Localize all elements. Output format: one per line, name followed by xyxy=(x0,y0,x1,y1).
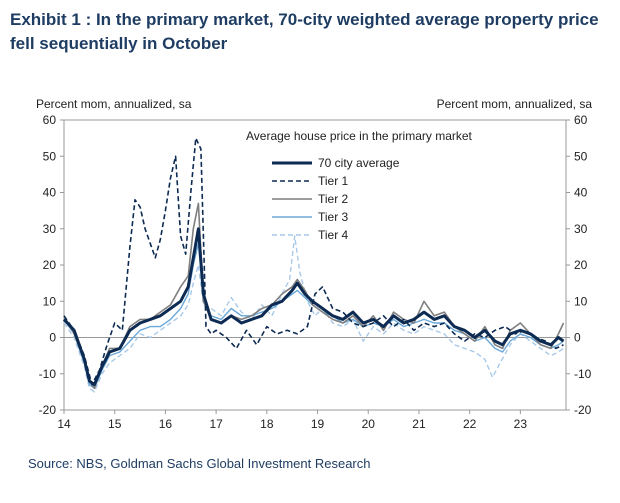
x-tick-label: 23 xyxy=(514,417,528,431)
x-tick-label: 17 xyxy=(209,417,223,431)
x-ticks: 14 15 16 17 18 19 20 21 22 23 xyxy=(57,410,527,431)
left-y-tick-label: 30 xyxy=(43,222,57,236)
right-y-tick-label: 0 xyxy=(574,331,581,345)
series-line-70-city-average xyxy=(62,227,565,387)
legend: Average house price in the primary marke… xyxy=(246,129,473,242)
left-y-tick-label: 0 xyxy=(49,331,56,345)
source-note: Source: NBS, Goldman Sachs Global Invest… xyxy=(28,456,371,471)
right-y-tick-label: -20 xyxy=(574,403,592,417)
plot-frame xyxy=(63,119,567,411)
x-tick-label: 18 xyxy=(260,417,274,431)
right-axis-label: Percent mom, annualized, sa xyxy=(437,97,593,111)
right-y-tick-label: 30 xyxy=(574,222,588,236)
series-line-tier-2 xyxy=(63,202,565,390)
series-line-tier-1 xyxy=(63,137,564,386)
right-y-tick-label: 20 xyxy=(574,258,588,272)
left-y-tick-label: 60 xyxy=(43,113,57,127)
left-y-ticks: -20 -10 0 10 20 30 40 50 60 xyxy=(39,113,64,417)
left-y-tick-label: -10 xyxy=(39,367,57,381)
plot-border xyxy=(63,119,567,411)
left-y-tick-label: 50 xyxy=(43,149,57,163)
series-layer xyxy=(62,137,565,393)
right-y-tick-label: -10 xyxy=(574,367,592,381)
right-y-tick-label: 60 xyxy=(574,113,588,127)
x-tick-label: 22 xyxy=(463,417,477,431)
x-tick-label: 15 xyxy=(108,417,122,431)
legend-label: Tier 4 xyxy=(318,228,349,242)
series-line-tier-3 xyxy=(63,242,564,389)
x-tick-label: 14 xyxy=(57,417,71,431)
x-tick-label: 16 xyxy=(159,417,173,431)
left-y-tick-label: 10 xyxy=(43,294,57,308)
line-chart: Percent mom, annualized, sa Percent mom,… xyxy=(36,97,593,431)
chart-title: Exhibit 1 : In the primary market, 70-ci… xyxy=(10,10,599,53)
left-y-tick-label: 20 xyxy=(43,258,57,272)
series-line-tier-4 xyxy=(63,235,564,393)
x-tick-label: 20 xyxy=(362,417,376,431)
left-axis-label: Percent mom, annualized, sa xyxy=(36,97,192,111)
x-tick-label: 21 xyxy=(412,417,426,431)
right-y-ticks: -20 -10 0 10 20 30 40 50 60 xyxy=(566,113,592,417)
legend-title: Average house price in the primary marke… xyxy=(246,129,473,143)
right-y-tick-label: 40 xyxy=(574,186,588,200)
right-y-tick-label: 50 xyxy=(574,149,588,163)
legend-label: Tier 3 xyxy=(318,210,349,224)
legend-label: Tier 1 xyxy=(318,174,349,188)
x-tick-label: 19 xyxy=(311,417,325,431)
legend-label: 70 city average xyxy=(318,156,400,170)
legend-label: Tier 2 xyxy=(318,192,349,206)
left-y-tick-label: -20 xyxy=(39,403,57,417)
left-y-tick-label: 40 xyxy=(43,186,57,200)
right-y-tick-label: 10 xyxy=(574,294,588,308)
